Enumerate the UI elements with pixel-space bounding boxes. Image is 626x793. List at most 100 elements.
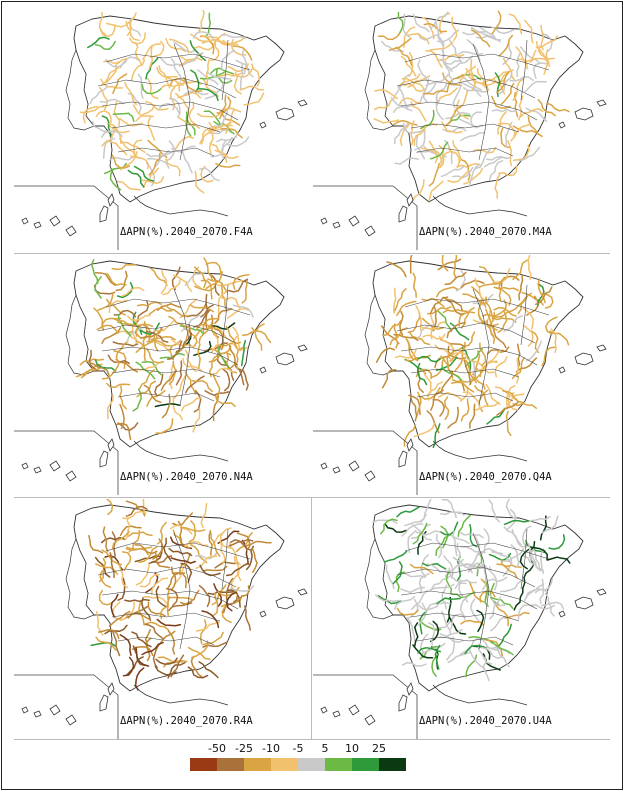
river-segment — [184, 271, 206, 286]
river-segment — [454, 347, 465, 372]
river-segment — [451, 376, 476, 383]
river-segment — [515, 46, 528, 70]
canary-island — [49, 460, 61, 472]
river-segment — [197, 343, 201, 370]
river-segment — [448, 616, 467, 635]
river-segment — [106, 394, 114, 420]
river-segment — [96, 324, 120, 334]
river-segment — [228, 538, 254, 547]
legend-swatch — [217, 758, 244, 771]
river-segment — [436, 286, 459, 298]
river-segment — [400, 571, 427, 579]
canary-island — [65, 714, 77, 726]
river-segment — [425, 50, 443, 69]
river-segment — [429, 620, 440, 643]
river-segment — [111, 530, 130, 550]
river-segment — [413, 124, 427, 146]
river-segment — [435, 22, 444, 47]
river-segment — [539, 515, 548, 541]
river-segment — [95, 563, 119, 575]
river-segment — [210, 532, 221, 557]
river-segment — [535, 40, 550, 64]
river-segment — [460, 81, 482, 98]
river-segment — [95, 636, 117, 651]
river-segment — [116, 282, 134, 299]
river-segment — [193, 31, 214, 40]
river-segment — [484, 592, 505, 607]
river-segment — [170, 58, 182, 82]
river-segment — [464, 348, 484, 368]
river-segment — [431, 653, 439, 677]
river-segment — [419, 109, 435, 130]
river-segment — [472, 360, 495, 374]
river-segment — [418, 601, 440, 611]
river-segment — [118, 564, 129, 589]
river-segment — [173, 41, 197, 54]
river-segment — [180, 314, 201, 332]
river-segment — [485, 308, 498, 331]
river-segment — [475, 360, 498, 372]
river-segment — [495, 604, 509, 627]
river-segment — [200, 127, 216, 145]
river-segment — [122, 656, 135, 677]
balearic-island — [596, 588, 607, 596]
panel-label: ΔAPN(%).2040_2070.N4A — [120, 471, 253, 483]
river-segment — [522, 565, 534, 589]
river-segment — [165, 157, 181, 177]
africa-coastline — [133, 440, 229, 462]
river-segment — [511, 528, 528, 548]
basin-boundary — [400, 101, 538, 121]
river-segment — [121, 287, 145, 297]
river-segment — [207, 591, 234, 595]
river-segment — [210, 143, 228, 163]
river-segment — [148, 152, 161, 176]
river-segment — [512, 125, 538, 134]
river-segment — [386, 261, 407, 278]
river-segment — [183, 76, 203, 93]
river-segment — [447, 170, 470, 183]
river-segment — [168, 547, 193, 557]
river-segment — [79, 106, 105, 114]
river-segment — [520, 107, 544, 118]
river-segment — [198, 10, 205, 33]
basin-boundary — [396, 566, 536, 588]
river-segment — [137, 73, 144, 99]
river-segment — [135, 104, 156, 122]
river-segment — [177, 91, 202, 99]
legend-tick: 25 — [372, 742, 386, 755]
canary-island — [65, 470, 77, 482]
iberia-map — [14, 10, 308, 250]
basin-boundary — [173, 43, 191, 161]
river-segment — [111, 154, 131, 169]
river-segment — [108, 299, 128, 314]
river-segment — [233, 71, 242, 95]
river-segment — [225, 562, 249, 577]
river-segment — [125, 20, 140, 42]
canary-island — [21, 462, 29, 470]
canary-island — [398, 694, 408, 712]
river-segment — [165, 587, 179, 607]
river-segment — [410, 589, 429, 610]
river-segment — [113, 318, 139, 328]
river-segment — [99, 98, 125, 105]
river-segment — [445, 570, 453, 595]
river-segment — [125, 505, 148, 517]
river-segment — [374, 594, 400, 602]
river-segment — [408, 331, 431, 346]
river-segment — [101, 115, 113, 138]
basin-boundary — [520, 528, 528, 590]
river-segment — [150, 577, 169, 595]
river-segment — [122, 510, 147, 520]
river-segment — [410, 396, 418, 422]
river-segment — [210, 139, 227, 158]
legend-tick: 5 — [321, 742, 329, 755]
river-segment — [417, 602, 428, 626]
river-segment — [100, 536, 126, 544]
river-segment — [166, 340, 183, 361]
canary-island — [49, 215, 61, 227]
river-segment — [518, 274, 524, 301]
river-segment — [109, 168, 122, 191]
basin-boundary — [221, 528, 229, 590]
river-segment — [126, 12, 137, 37]
river-segment — [373, 97, 396, 111]
